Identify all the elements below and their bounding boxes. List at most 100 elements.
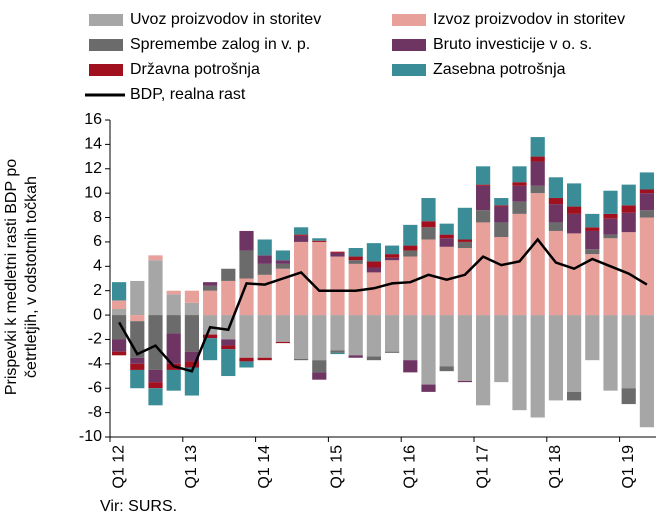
bar-segment: [366, 272, 381, 316]
bar-segment: [366, 356, 381, 361]
bar-segment: [494, 198, 509, 206]
y-tick-label: -6: [88, 379, 102, 396]
bar-segment: [476, 184, 491, 186]
bar-segment: [548, 230, 563, 316]
bar-segment: [148, 255, 163, 261]
bar-segment: [203, 338, 218, 361]
bar-segment: [603, 190, 618, 214]
bar-segment: [385, 245, 400, 255]
bar-segment: [548, 177, 563, 199]
bar-segment: [221, 268, 236, 281]
bar-segment: [621, 205, 636, 213]
bar-segment: [112, 315, 127, 340]
bar-segment: [166, 315, 181, 334]
bar-segment: [348, 315, 363, 356]
y-tick-label: 16: [84, 111, 102, 128]
bar-segment: [476, 185, 491, 211]
bar-segment: [366, 315, 381, 357]
bar-segment: [239, 361, 254, 368]
bar-segment: [348, 248, 363, 257]
bar-segment: [294, 358, 309, 361]
bar-segment: [530, 315, 545, 418]
bar-segment: [385, 257, 400, 261]
bar-segment: [439, 238, 454, 247]
legend-swatch: [392, 14, 426, 26]
bar-segment: [312, 241, 327, 316]
bar-segment: [457, 315, 472, 381]
legend-swatch: [392, 64, 426, 76]
bar-segment: [421, 384, 436, 392]
bar-segment: [512, 213, 527, 316]
bar-segment: [530, 185, 545, 194]
bar-segment: [385, 260, 400, 316]
bar-segment: [312, 315, 327, 361]
bar-segment: [166, 369, 181, 391]
bar-segment: [348, 256, 363, 261]
bar-segment: [421, 227, 436, 240]
y-tick-label: -4: [88, 355, 102, 372]
x-tick-label: Q1 17: [474, 445, 491, 489]
bar-segment: [184, 361, 199, 368]
bar-segment: [548, 204, 563, 223]
bar-segment: [567, 391, 582, 401]
bar-segment: [312, 238, 327, 241]
bar-segment: [457, 241, 472, 249]
bar-segment: [585, 249, 600, 255]
bar-segment: [239, 278, 254, 316]
source: Vir: SURS.: [100, 498, 177, 515]
bar-segment: [330, 315, 345, 351]
bar-segment: [130, 315, 145, 322]
legend-label: Bruto investicije v o. s.: [433, 36, 592, 53]
bar-segment: [275, 341, 290, 344]
bar-segment: [312, 372, 327, 380]
bar-segment: [330, 251, 345, 253]
bar-segment: [184, 367, 199, 396]
bar-segment: [585, 254, 600, 316]
bar-segment: [203, 282, 218, 286]
bar-segment: [421, 198, 436, 222]
bar-segment: [130, 357, 145, 364]
bar-segment: [221, 349, 236, 377]
bar-segment: [203, 285, 218, 291]
bar-segment: [184, 302, 199, 316]
y-tick-label: -2: [88, 331, 102, 348]
bar-segment: [639, 315, 654, 428]
bar-segment: [621, 184, 636, 206]
bar-segment: [567, 213, 582, 234]
bar-segment: [603, 213, 618, 219]
bar-segment: [530, 156, 545, 162]
bar-segment: [366, 243, 381, 262]
bar-segment: [112, 351, 127, 356]
bar-segment: [294, 227, 309, 235]
bar-segment: [221, 280, 236, 316]
bar-segment: [639, 189, 654, 194]
line: [118, 237, 648, 373]
bar-segment: [457, 207, 472, 240]
y-axis-label: Prispevki k medletni rasti BDP po četrtle…: [3, 159, 40, 395]
bar-segment: [148, 369, 163, 383]
bar-segment: [203, 290, 218, 316]
y-tick-label: -10: [79, 428, 102, 445]
bar-segment: [148, 260, 163, 316]
bar-segment: [494, 206, 509, 223]
bar-segment: [203, 315, 218, 335]
legend-swatch: [392, 39, 426, 51]
bar-segment: [567, 315, 582, 392]
bar-segment: [494, 205, 509, 207]
bar-segment: [585, 227, 600, 231]
legend-swatch: [89, 39, 123, 51]
bar-segment: [567, 183, 582, 207]
bar-segment: [203, 334, 218, 339]
bar-segment: [494, 315, 509, 383]
bar-segment: [148, 315, 163, 370]
bar-segment: [166, 333, 181, 364]
bar-segment: [112, 282, 127, 301]
bar-segment: [148, 382, 163, 389]
bar-segment: [621, 315, 636, 389]
bar-segment: [130, 363, 145, 370]
y-tick-label: 4: [93, 258, 102, 275]
y-tick-label: 12: [84, 160, 102, 177]
bar-segment: [130, 280, 145, 316]
bar-segment: [567, 206, 582, 214]
